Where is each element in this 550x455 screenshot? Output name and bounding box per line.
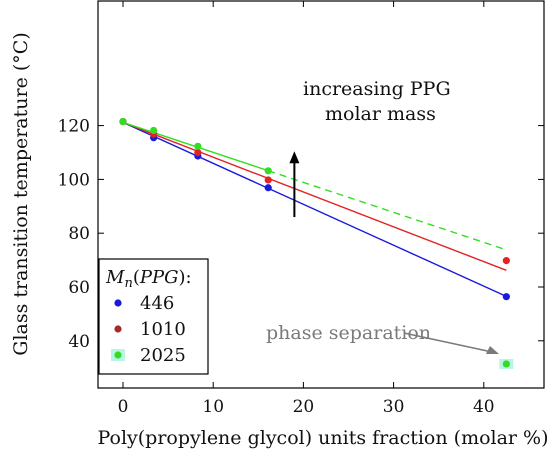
increasing-arrow xyxy=(289,151,300,218)
data-point-1010 xyxy=(194,148,202,157)
y-tick-label: 120 xyxy=(58,117,90,137)
x-tick-label: 10 xyxy=(202,397,224,417)
data-point-1010 xyxy=(502,257,510,265)
phase-separation-arrow-line xyxy=(403,332,493,353)
data-point-2025 xyxy=(150,126,158,135)
data-point-2025 xyxy=(264,167,272,175)
y-axis-label: Glass transition temperature (°C) xyxy=(10,32,32,355)
legend-label-2025: 2025 xyxy=(140,345,186,366)
fit-line-1010 xyxy=(122,121,507,271)
phase-separation-label: phase separation xyxy=(266,322,431,344)
x-tick-label: 20 xyxy=(293,397,315,417)
fit-line-dashed-2025 xyxy=(268,170,507,251)
data-point-446 xyxy=(502,293,510,301)
data-point-1010 xyxy=(264,176,272,184)
y-tick-label: 40 xyxy=(68,332,90,352)
data-point-446 xyxy=(264,184,272,192)
legend-marker-2025 xyxy=(114,351,122,359)
data-point-2025 xyxy=(194,142,202,150)
x-tick-label: 0 xyxy=(118,397,129,417)
x-axis-label: Poly(propylene glycol) units fraction (m… xyxy=(97,427,548,449)
x-tick-label: 40 xyxy=(473,397,495,417)
data-point-outlier-2025 xyxy=(502,360,510,368)
legend-label-1010: 1010 xyxy=(140,319,186,340)
y-tick-label: 80 xyxy=(68,224,90,244)
phase-separation-arrow-head xyxy=(486,346,499,354)
legend-marker-1010 xyxy=(114,325,122,333)
increasing-label-line2: molar mass xyxy=(325,103,436,125)
legend-items: 446 1010 2025 xyxy=(111,293,186,366)
legend-label-446: 446 xyxy=(140,293,174,314)
y-tick-label: 100 xyxy=(58,170,90,190)
increasing-label-line1: increasing PPG xyxy=(303,78,451,100)
x-tick-label: 30 xyxy=(383,397,405,417)
y-tick-label: 60 xyxy=(68,278,90,298)
legend: Mn(PPG): 446 1010 2025 xyxy=(98,258,209,375)
legend-marker-446 xyxy=(114,299,122,307)
plot-frame xyxy=(97,0,545,389)
legend-title: Mn(PPG): xyxy=(105,267,192,291)
x-axis-ticks: 0 10 20 30 40 xyxy=(118,1,495,417)
data-points xyxy=(119,117,514,369)
data-point-2025 xyxy=(119,117,127,126)
increasing-arrow-head xyxy=(289,151,300,164)
fit-line-446 xyxy=(122,121,507,298)
